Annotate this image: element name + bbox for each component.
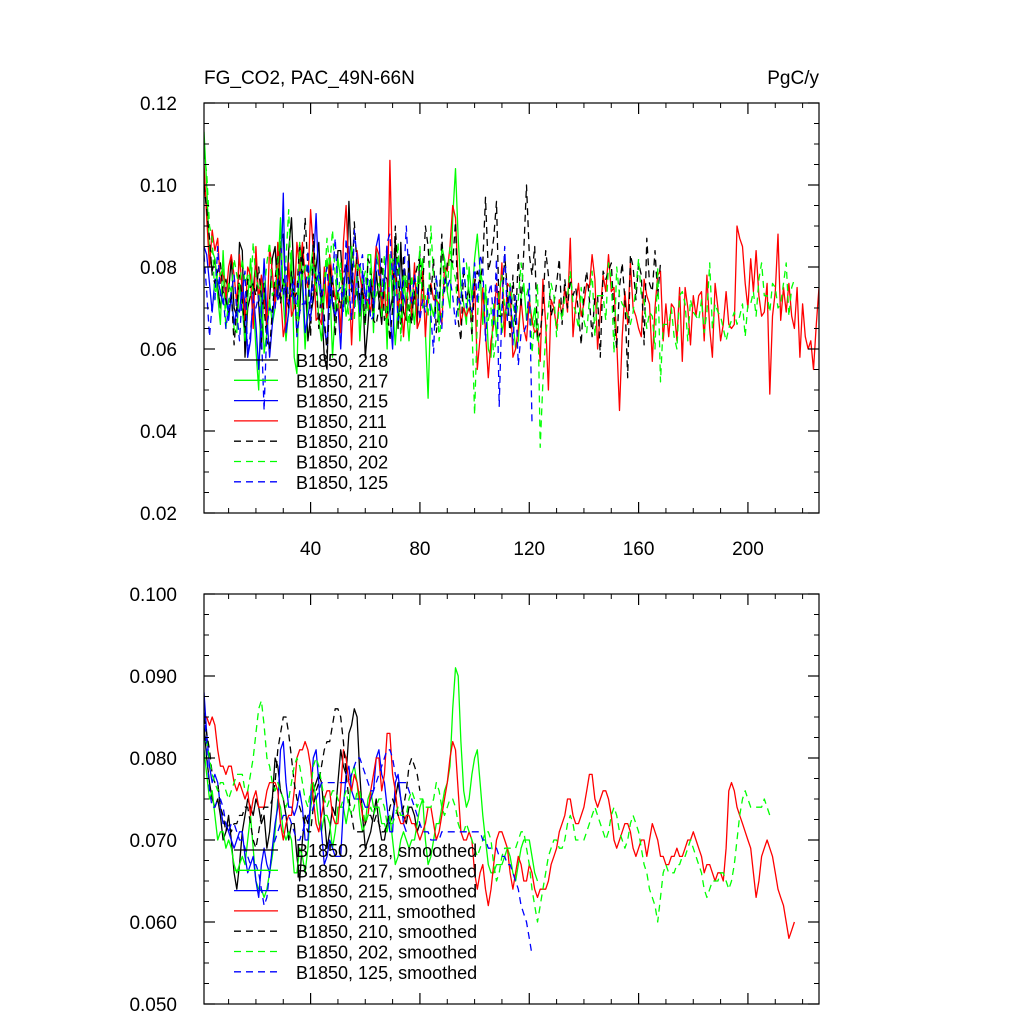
y-tick-label: 0.050 (129, 995, 177, 1016)
legend-label: B1850, 217 (296, 371, 388, 391)
series-line-5 (204, 708, 421, 849)
plot-area (204, 131, 819, 449)
units-label: PgC/y (767, 68, 819, 89)
y-tick-label: 0.10 (140, 176, 177, 197)
y-tick-label: 0.04 (140, 422, 177, 443)
legend-label: B1850, 210, smoothed (296, 922, 477, 942)
y-tick-label: 0.080 (129, 749, 177, 770)
legend-label: B1850, 217, smoothed (296, 861, 477, 881)
series-line-6 (204, 699, 773, 923)
top-panel: FG_CO2, PAC_49N-66N PgC/y 0.02 0.04 0.06 0.… (140, 68, 820, 560)
x-tick-label: 200 (732, 539, 764, 560)
series-line-7 (204, 225, 533, 423)
chart-title: FG_CO2, PAC_49N-66N (204, 68, 415, 89)
y-tick-label: 0.12 (140, 94, 177, 115)
series-line-3 (204, 692, 407, 899)
x-tick-label: 40 (300, 539, 321, 560)
legend-label: B1850, 215 (296, 392, 388, 412)
series-line-5 (204, 184, 662, 379)
y-tick-label: 0.070 (129, 831, 177, 852)
x-tick-label: 160 (623, 539, 655, 560)
y-tick-label: 0.08 (140, 258, 177, 279)
legend-label: B1850, 125 (296, 473, 388, 493)
y-tick-label: 0.02 (140, 504, 177, 525)
y-tick-label: 0.060 (129, 913, 177, 934)
y-tick-label: 0.100 (129, 585, 177, 606)
series-line-7 (204, 700, 533, 955)
legend-label: B1850, 211, smoothed (296, 902, 476, 922)
legend-label: B1850, 125, smoothed (296, 963, 477, 983)
legend-label: B1850, 211 (296, 412, 387, 432)
legend-label: B1850, 202 (296, 453, 388, 473)
x-tick-label: 120 (513, 539, 545, 560)
legend-label: B1850, 218 (296, 351, 388, 371)
bottom-panel: 0.050 0.060 0.070 0.080 0.090 0.100 B1850, 218… (129, 585, 820, 1016)
x-tick-label: 80 (409, 539, 430, 560)
y-tick-label: 0.090 (129, 667, 177, 688)
plot-area (204, 667, 796, 955)
legend-label: B1850, 202, smoothed (296, 943, 477, 963)
legend-label: B1850, 215, smoothed (296, 882, 477, 902)
series-line-6 (204, 152, 796, 449)
legend-label: B1850, 210 (296, 432, 388, 452)
legend-label: B1850, 218, smoothed (296, 841, 477, 861)
y-tick-label: 0.06 (140, 340, 177, 361)
series-line-4 (204, 716, 796, 940)
